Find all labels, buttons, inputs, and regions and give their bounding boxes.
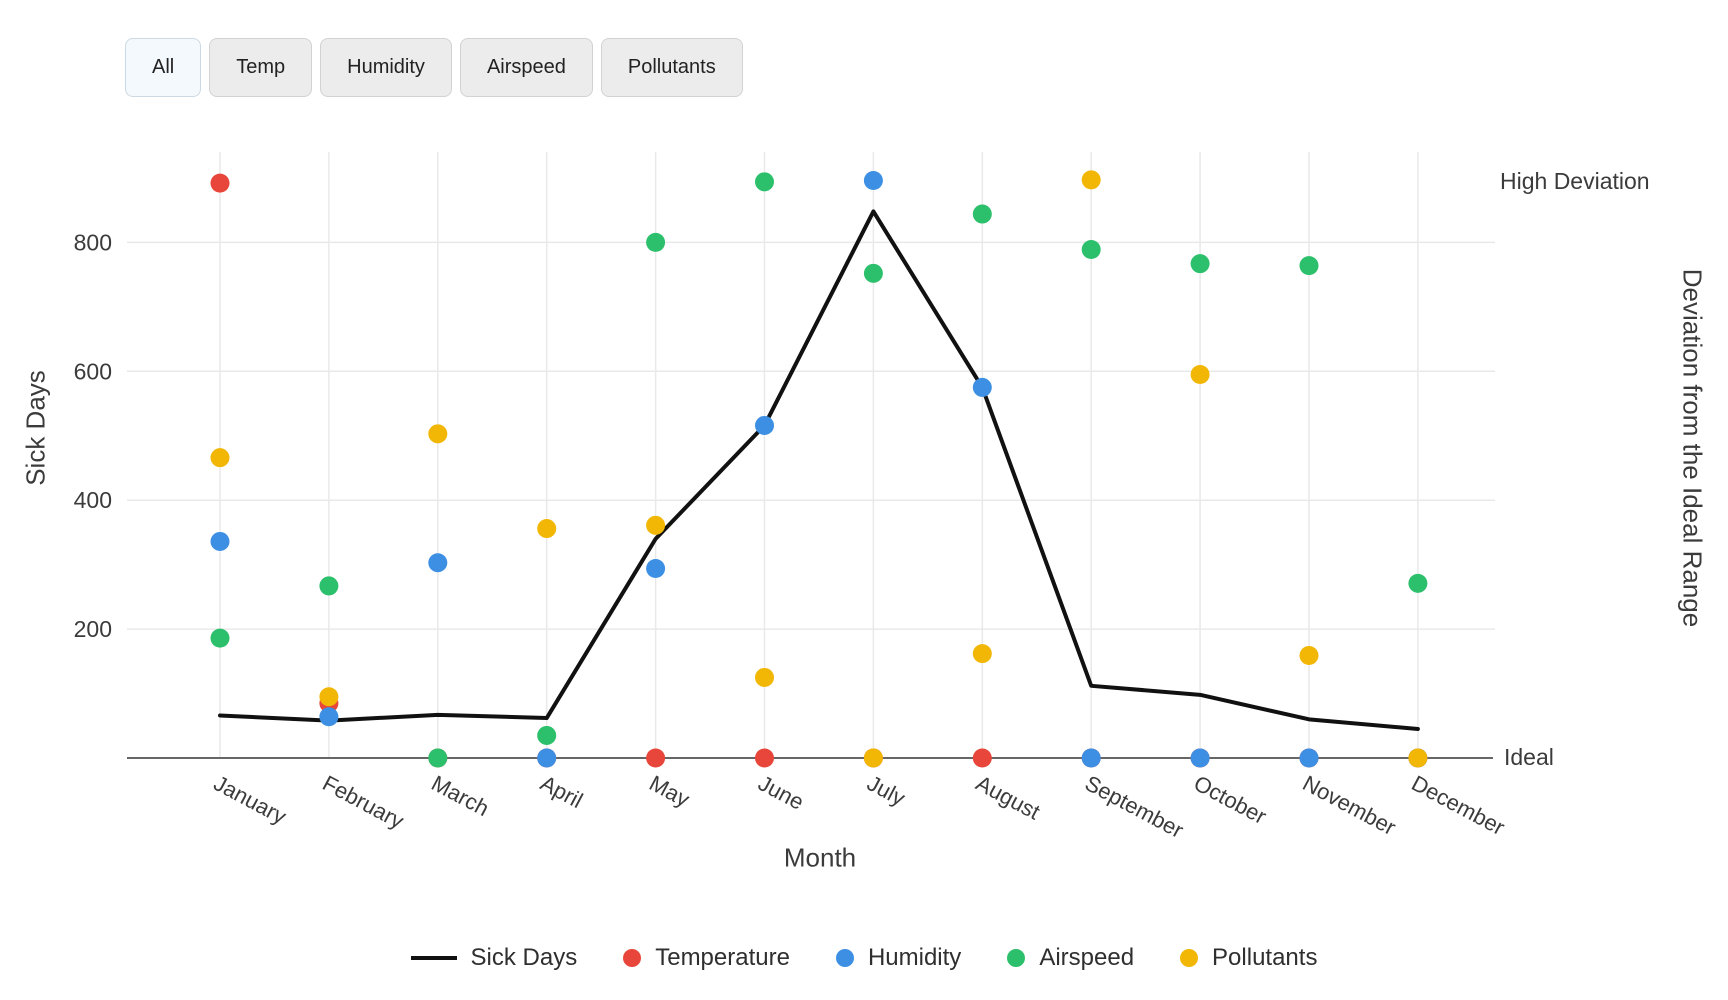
legend-item-pollutants[interactable]: Pollutants [1180,944,1317,972]
y-axis-title-right: Deviation from the Ideal Range [1677,268,1708,628]
y-axis-title-left: Sick Days [20,370,51,486]
chart-legend: Sick Days Temperature Humidity Airspeed Poll… [0,944,1728,972]
point-pollutants-august [972,644,992,664]
y-tick-label-600: 600 [74,358,112,384]
legend-item-temperature[interactable]: Temperature [623,944,790,972]
point-airspeed-march [428,748,448,768]
point-airspeed-october [1190,254,1210,274]
point-humidity-february [319,707,339,727]
point-airspeed-february [319,576,339,596]
filter-button-humidity[interactable]: Humidity [320,38,452,97]
point-humidity-november [1299,748,1319,768]
legend-item-airspeed[interactable]: Airspeed [1007,944,1134,972]
point-temperature-may [646,748,666,768]
y-tick-label-800: 800 [74,229,112,255]
legend-item-humidity[interactable]: Humidity [835,944,962,972]
point-airspeed-may [646,232,666,252]
legend-item-label: Airspeed [1039,944,1135,971]
legend-item-label: Humidity [867,944,962,971]
point-humidity-march [428,553,448,573]
point-airspeed-november [1299,256,1319,276]
filter-button-pollutants[interactable]: Pollutants [600,38,743,97]
point-airspeed-september [1081,239,1101,259]
point-temperature-june [755,748,774,768]
point-airspeed-january [210,628,230,648]
point-humidity-april [537,748,557,768]
x-tick-label-september: September [1081,770,1188,843]
point-pollutants-september [1081,170,1101,190]
legend-item-sick-days[interactable]: Sick Days [410,944,578,972]
point-temperature-august [972,748,992,768]
point-temperature-january [210,173,230,193]
filter-button-airspeed[interactable]: Airspeed [459,38,593,97]
point-airspeed-june [755,172,774,192]
x-tick-label-october: October [1190,770,1271,829]
x-tick-label-march: March [427,770,493,821]
x-tick-label-july: July [863,770,909,810]
point-airspeed-april [537,725,557,745]
legend-dot-swatch [623,949,642,967]
point-pollutants-october [1190,365,1210,385]
point-pollutants-january [210,448,230,468]
legend-item-label: Temperature [655,944,790,971]
point-pollutants-july [863,748,883,768]
legend-dot-swatch [1007,949,1026,967]
point-humidity-january [210,531,230,551]
x-tick-label-june: June [754,770,808,814]
point-pollutants-february [319,687,339,707]
point-humidity-september [1081,748,1101,768]
point-humidity-august [972,377,992,397]
point-pollutants-april [537,519,557,539]
x-tick-label-august: August [972,770,1044,824]
point-humidity-july [863,171,883,191]
point-humidity-may [646,559,666,579]
point-pollutants-november [1299,646,1319,666]
filter-button-temp[interactable]: Temp [209,38,313,97]
x-tick-label-may: May [645,770,693,812]
y-tick-label-200: 200 [74,616,112,642]
point-pollutants-may [646,515,666,535]
x-tick-label-april: April [536,770,587,813]
point-pollutants-march [428,424,448,444]
right-axis-label-ideal: Ideal [1504,744,1554,770]
line-sick-days [218,209,1420,731]
filter-button-all[interactable]: All [125,38,202,97]
legend-line-swatch [410,956,457,960]
point-humidity-june [755,415,774,435]
x-tick-label-february: February [319,770,408,833]
y-tick-label-400: 400 [74,487,112,513]
point-airspeed-july [863,263,883,283]
right-axis-label-high-deviation: High Deviation [1500,168,1650,194]
point-pollutants-june [755,667,774,687]
x-axis-title: Month [783,842,857,873]
x-tick-label-january: January [210,770,291,829]
legend-item-label: Pollutants [1212,944,1318,971]
chart-filter-toolbar: All Temp Humidity Airspeed Pollutants [125,38,743,97]
point-airspeed-august [972,204,992,224]
legend-dot-swatch [1180,949,1199,967]
legend-dot-swatch [835,949,854,967]
x-tick-label-december: December [1408,770,1509,840]
point-airspeed-december [1408,573,1428,593]
point-pollutants-december [1408,748,1428,768]
legend-item-label: Sick Days [470,944,578,971]
x-tick-label-november: November [1299,770,1400,840]
point-humidity-october [1190,748,1210,768]
